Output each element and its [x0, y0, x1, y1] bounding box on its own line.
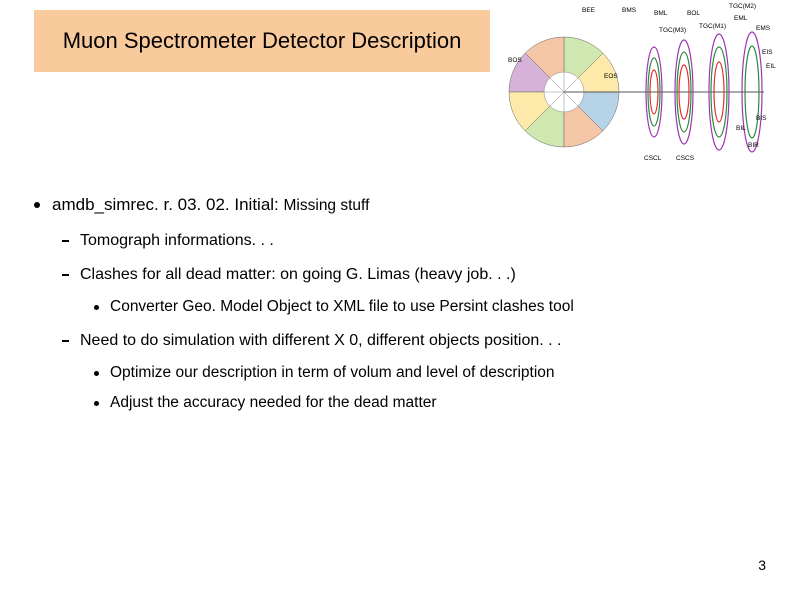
bullet-list-l2: Tomograph informations. . . Clashes for …: [52, 232, 764, 412]
svg-text:BOL: BOL: [687, 10, 700, 17]
svg-text:EIL: EIL: [766, 63, 776, 70]
list-item: Adjust the accuracy needed for the dead …: [80, 394, 764, 412]
svg-text:BIL: BIL: [736, 125, 746, 132]
svg-text:BOS: BOS: [508, 57, 522, 64]
list-item: Tomograph informations. . .: [52, 232, 764, 250]
bullet-list-l1: amdb_simrec. r. 03. 02. Initial: Missing…: [34, 194, 764, 412]
detector-svg: BEE BMS BML BOL EML EMS EIS EIL TGC(M1) …: [504, 2, 784, 167]
page-number: 3: [758, 557, 766, 573]
svg-text:BIS: BIS: [756, 115, 767, 122]
subsub-item-text: Converter Geo. Model Object to XML file …: [110, 298, 574, 315]
svg-text:EML: EML: [734, 15, 748, 22]
subsub-item-text: Optimize our description in term of volu…: [110, 364, 555, 381]
svg-text:EMS: EMS: [756, 25, 771, 32]
bullet-list-l3: Converter Geo. Model Object to XML file …: [80, 298, 764, 316]
subsub-item-text: Adjust the accuracy needed for the dead …: [110, 394, 437, 411]
slide-title-bar: Muon Spectrometer Detector Description: [34, 10, 490, 72]
svg-text:TGC(M3): TGC(M3): [659, 27, 686, 34]
svg-text:BML: BML: [654, 10, 668, 17]
sub-item-text: Need to do simulation with different X 0…: [80, 332, 561, 349]
svg-text:EIS: EIS: [762, 49, 773, 56]
slide-title: Muon Spectrometer Detector Description: [63, 28, 462, 54]
svg-text:BEE: BEE: [582, 7, 596, 14]
list-item: Need to do simulation with different X 0…: [52, 332, 764, 412]
list-item: amdb_simrec. r. 03. 02. Initial: Missing…: [34, 194, 764, 412]
main-item-text: amdb_simrec. r. 03. 02. Initial:: [52, 195, 279, 214]
slide-content: amdb_simrec. r. 03. 02. Initial: Missing…: [34, 194, 764, 428]
svg-text:EOS: EOS: [604, 73, 618, 80]
list-item: Optimize our description in term of volu…: [80, 364, 764, 382]
svg-text:CSCS: CSCS: [676, 155, 695, 162]
svg-text:TGC(M1): TGC(M1): [699, 23, 726, 30]
detector-diagram: BEE BMS BML BOL EML EMS EIS EIL TGC(M1) …: [504, 2, 784, 167]
sub-item-text: Tomograph informations. . .: [80, 232, 274, 249]
list-item: Clashes for all dead matter: on going G.…: [52, 266, 764, 316]
list-item: Converter Geo. Model Object to XML file …: [80, 298, 764, 316]
svg-text:CSCL: CSCL: [644, 155, 662, 162]
svg-text:TGC(M2): TGC(M2): [729, 3, 756, 10]
svg-text:BIR: BIR: [748, 142, 759, 149]
bullet-list-l3: Optimize our description in term of volu…: [80, 364, 764, 412]
svg-text:BMS: BMS: [622, 7, 637, 14]
sub-item-text: Clashes for all dead matter: on going G.…: [80, 266, 516, 283]
main-item-suffix: Missing stuff: [284, 197, 370, 214]
